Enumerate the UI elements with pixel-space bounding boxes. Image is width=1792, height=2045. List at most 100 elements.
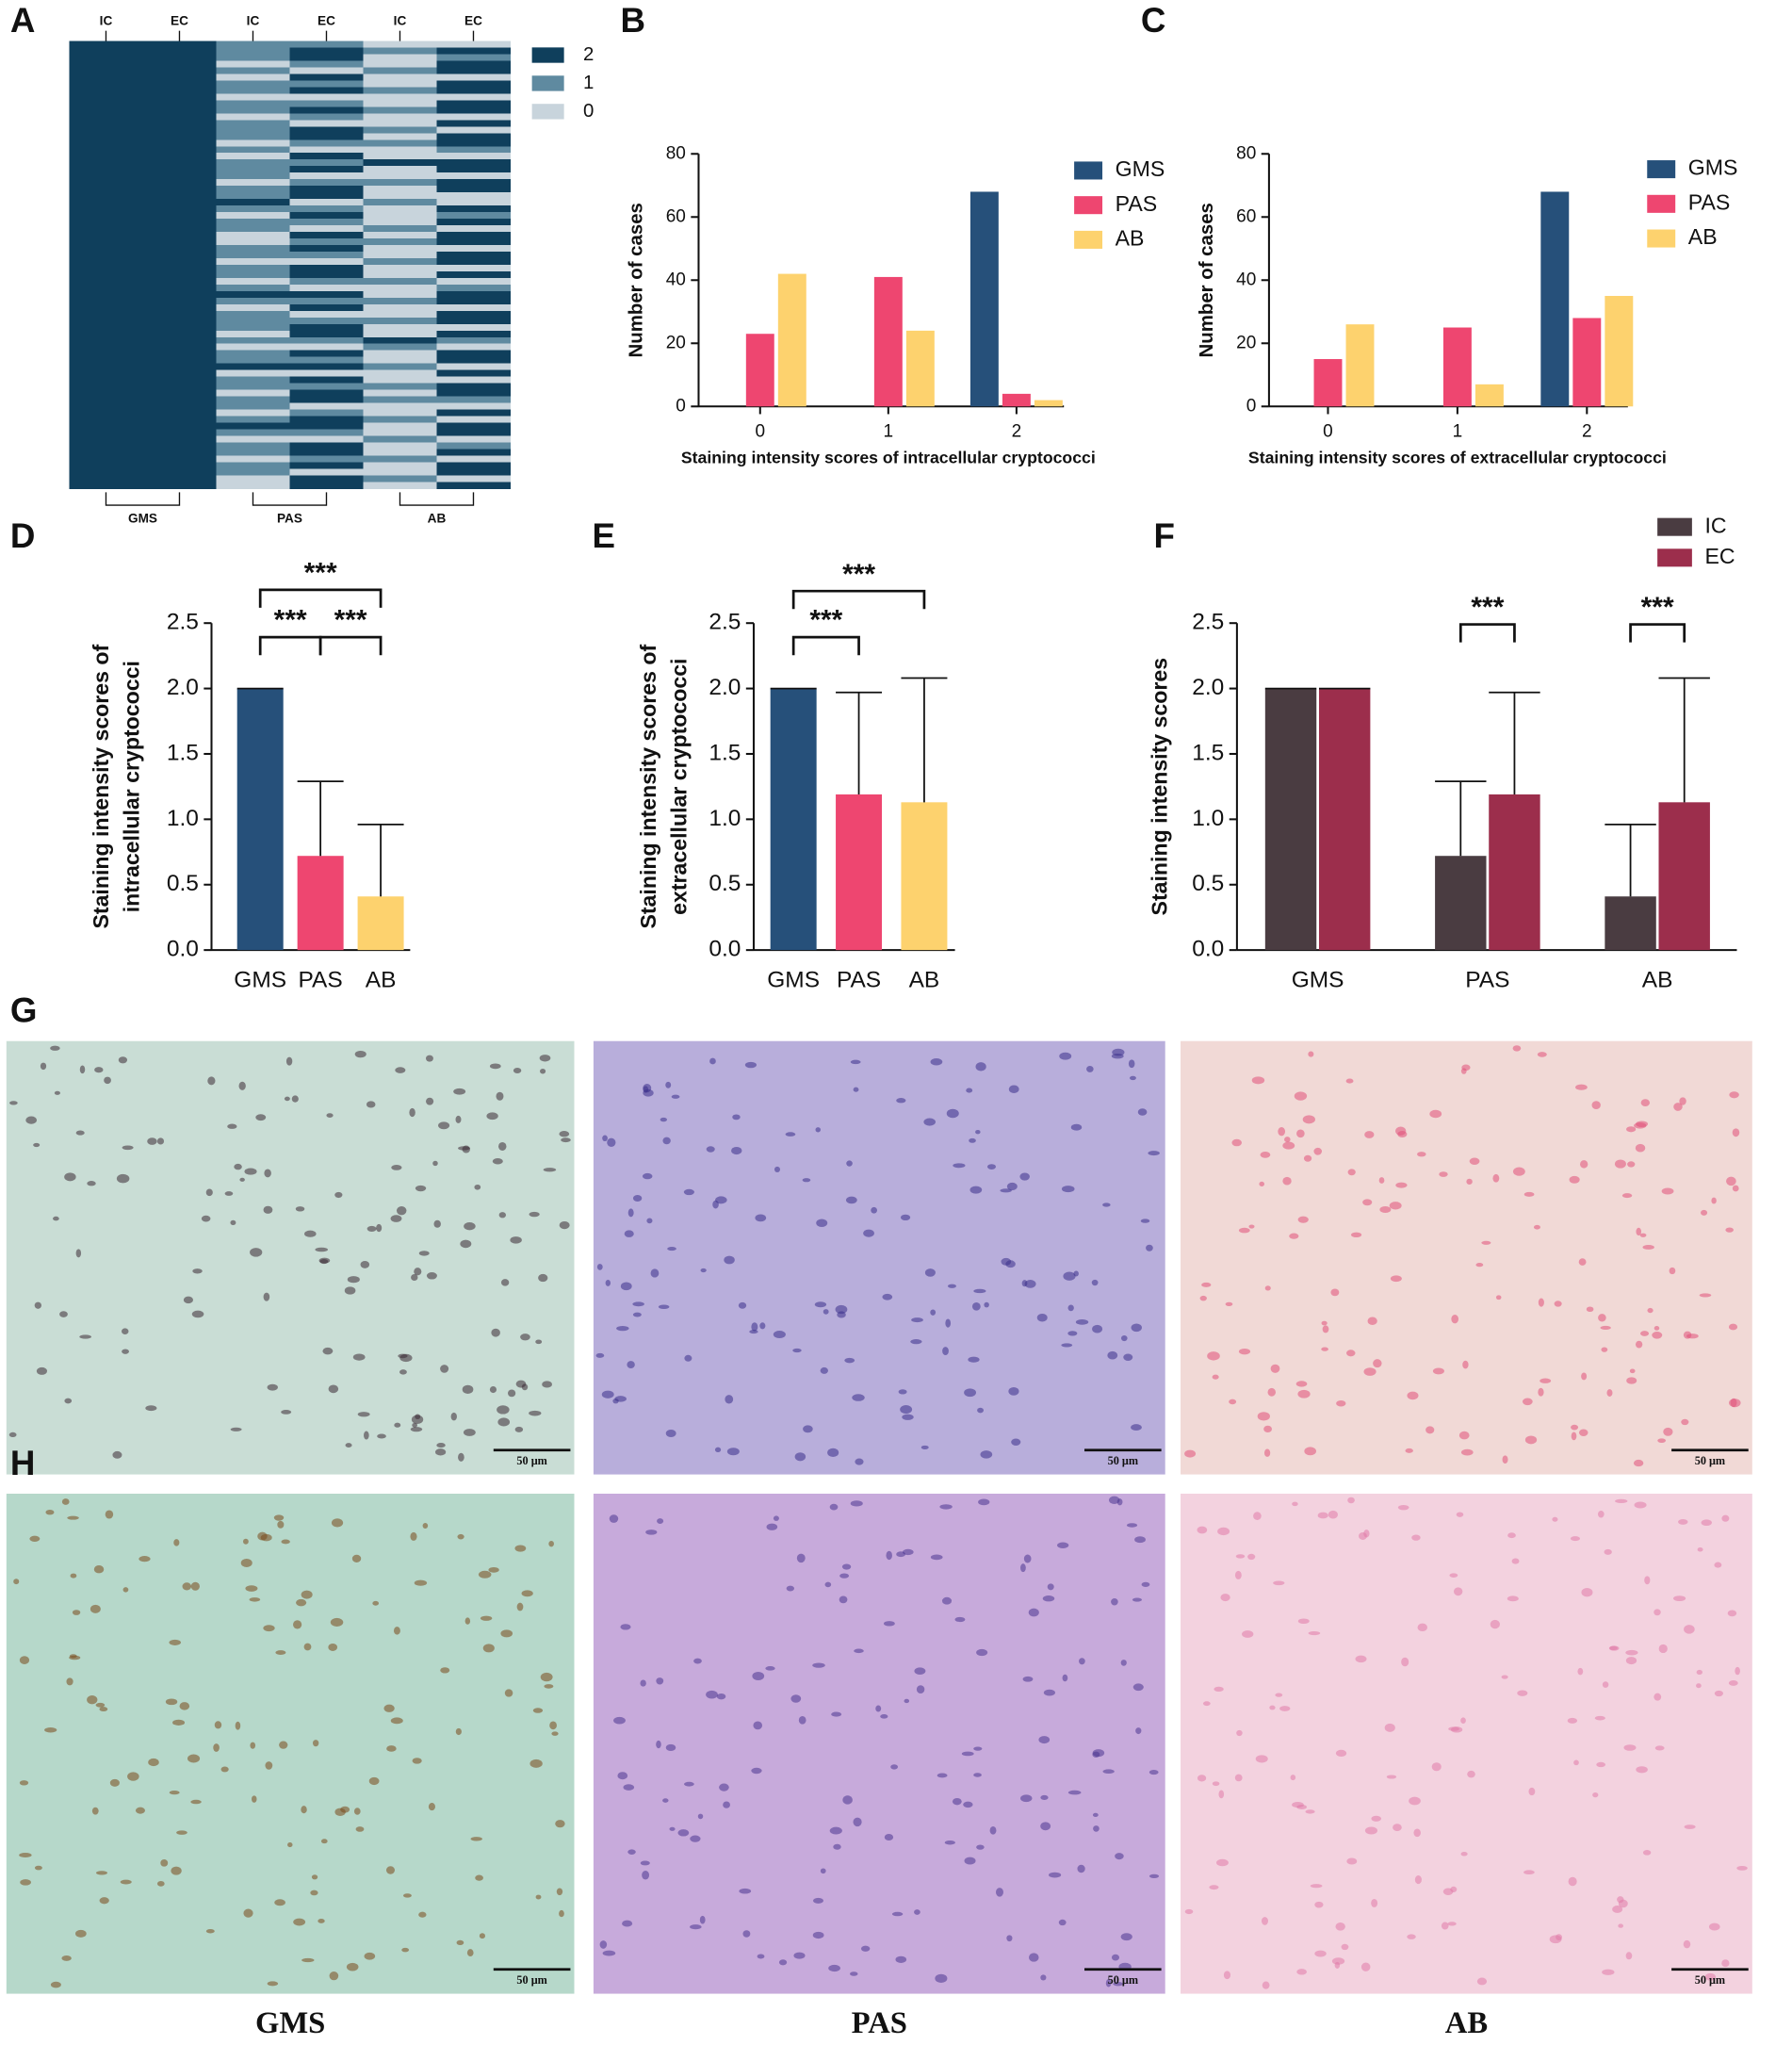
heatmap-cell <box>142 166 217 173</box>
cell-nucleus <box>814 1301 827 1308</box>
heatmap-cell <box>142 482 217 489</box>
cell-nucleus <box>488 1566 499 1573</box>
heatmap-cell <box>436 232 511 239</box>
cell-nucleus <box>1657 1438 1667 1443</box>
significance-bracket <box>1629 623 1686 643</box>
heatmap-cell <box>216 100 290 107</box>
x-tick-label: 2 <box>1582 422 1592 442</box>
cell-nucleus <box>331 1518 344 1528</box>
bar <box>1002 393 1031 407</box>
cell-nucleus <box>470 1837 482 1841</box>
cell-nucleus <box>601 1390 614 1399</box>
cell-nucleus <box>1278 1126 1286 1137</box>
cell-nucleus <box>1321 1320 1328 1326</box>
cell-nucleus <box>1481 1240 1491 1245</box>
heatmap-cell <box>216 93 290 101</box>
cell-nucleus <box>1592 1791 1599 1798</box>
cell-nucleus <box>1701 1209 1708 1216</box>
cell-nucleus <box>723 1801 730 1808</box>
cell-nucleus <box>368 1776 380 1786</box>
cell-nucleus <box>559 1220 570 1230</box>
heatmap-cell <box>363 93 437 101</box>
heatmap-cell <box>363 363 437 371</box>
heatmap-cell <box>289 323 364 332</box>
cell-nucleus <box>1345 1078 1354 1084</box>
legend-label: GMS <box>1116 156 1165 181</box>
cell-nucleus <box>952 1797 962 1806</box>
bar <box>969 191 999 407</box>
cell-nucleus <box>1335 1922 1345 1931</box>
heatmap-cell <box>363 270 437 279</box>
cell-nucleus <box>75 1130 85 1136</box>
heatmap-cell <box>69 343 143 352</box>
cell-nucleus <box>1696 1669 1702 1676</box>
cell-nucleus <box>301 1957 315 1963</box>
cell-nucleus <box>850 1059 861 1065</box>
cell-nucleus <box>513 1068 522 1073</box>
cell-nucleus <box>322 1347 334 1355</box>
cell-nucleus <box>964 1857 976 1865</box>
cell-nucleus <box>432 1160 438 1167</box>
heatmap-cell <box>363 416 437 423</box>
heatmap-cell <box>216 153 290 160</box>
heatmap-cell <box>69 166 143 173</box>
heatmap-cell <box>363 290 437 299</box>
group-bracket <box>252 492 328 506</box>
x-axis-title: Staining intensity scores of extracellul… <box>1248 449 1667 467</box>
heatmap-cell <box>216 179 290 187</box>
cell-nucleus <box>699 1915 706 1924</box>
cell-nucleus <box>827 1448 839 1458</box>
cell-nucleus <box>1570 1536 1580 1542</box>
heatmap-cell <box>216 159 290 167</box>
heatmap-cell <box>289 199 364 206</box>
cell-nucleus <box>884 1833 894 1841</box>
cell-nucleus <box>301 1806 307 1814</box>
cell-nucleus <box>251 1795 257 1803</box>
cell-nucleus <box>900 1405 913 1415</box>
heatmap-cell <box>142 192 217 200</box>
cell-nucleus <box>1735 1666 1740 1676</box>
cell-nucleus <box>122 1587 129 1593</box>
heatmap-cell <box>363 376 437 384</box>
cell-nucleus <box>19 1780 29 1786</box>
cell-nucleus <box>1330 1288 1340 1297</box>
panel-label: H <box>10 1444 36 1482</box>
cell-nucleus <box>1625 1649 1638 1656</box>
heatmap-cell <box>69 264 143 272</box>
heatmap-cell <box>69 113 143 121</box>
heatmap-cell <box>216 330 290 338</box>
cell-nucleus <box>1020 1563 1026 1573</box>
cell-nucleus <box>1441 1922 1449 1930</box>
cell-nucleus <box>116 1173 130 1184</box>
heatmap-cell <box>363 87 437 94</box>
cell-nucleus <box>395 1067 406 1073</box>
y-axis-title: Staining intensity scores of <box>89 644 113 928</box>
cell-nucleus <box>1321 1347 1328 1351</box>
cell-nucleus <box>1105 1979 1112 1988</box>
heatmap-cell <box>216 442 290 450</box>
cell-nucleus <box>1490 1619 1500 1629</box>
y-axis-title: Staining intensity scores <box>1148 658 1172 916</box>
cell-nucleus <box>1284 1137 1291 1143</box>
cell-nucleus <box>902 1548 914 1556</box>
heatmap-cell <box>69 363 143 371</box>
cell-nucleus <box>75 1249 82 1258</box>
cell-nucleus <box>1047 1583 1054 1591</box>
cell-nucleus <box>855 1458 864 1465</box>
cell-nucleus <box>1476 1977 1488 1986</box>
heatmap-cell <box>142 120 217 127</box>
heatmap-cell <box>142 219 217 226</box>
cell-nucleus <box>364 1431 369 1440</box>
cell-nucleus <box>1393 1824 1402 1832</box>
cell-nucleus <box>766 1523 778 1530</box>
cell-nucleus <box>1253 1512 1262 1520</box>
y-axis-title: extracellular cryptococci <box>667 659 692 915</box>
cell-nucleus <box>399 1369 407 1375</box>
heatmap-cell <box>363 303 437 312</box>
heatmap-cell <box>69 475 143 483</box>
cell-nucleus <box>1696 1683 1702 1689</box>
heatmap-cell <box>216 343 290 352</box>
bar <box>1605 296 1634 407</box>
cell-nucleus <box>351 1554 362 1563</box>
heatmap-cell <box>142 139 217 147</box>
